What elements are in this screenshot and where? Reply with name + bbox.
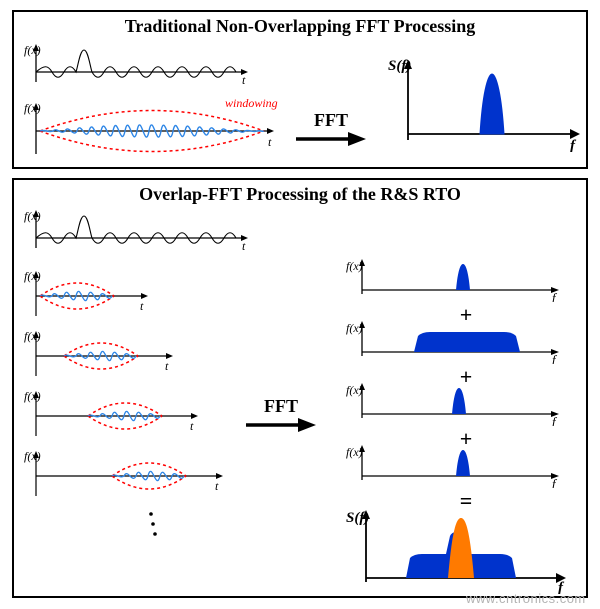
svg-text:f(x): f(x) [24, 449, 41, 463]
frame-3: f(x) t [22, 388, 202, 444]
time-signal-trace [36, 50, 236, 77]
sub-spectrum-3: f(x) f [344, 382, 564, 426]
fft-arrow-top [294, 130, 368, 148]
frame-1: f(x) t [22, 268, 152, 324]
svg-text:f: f [552, 414, 558, 426]
frame-4: f(x) t [22, 448, 227, 504]
window-envelope-top [40, 111, 264, 132]
windowing-label: windowing [225, 96, 278, 111]
windowed-ylabel: f(x) [24, 101, 41, 115]
watermark-text: www.cntronics.com [466, 591, 586, 606]
fft-label-bottom: FFT [264, 396, 298, 417]
sub-spectrum-2: f(x) f [344, 320, 564, 364]
windowed-xlabel: t [268, 135, 272, 149]
svg-text:f: f [552, 352, 558, 364]
window-envelope-bot [40, 131, 264, 152]
svg-text:t: t [140, 299, 144, 313]
svg-text:f: f [552, 290, 558, 302]
fft-label-top: FFT [314, 110, 348, 131]
svg-text:t: t [190, 419, 194, 433]
sub-spectrum-1: f(x) f [344, 258, 564, 302]
svg-text:f: f [552, 476, 558, 488]
sum-spectrum: S(f) f [344, 508, 574, 594]
spectrum-plot-top: S(f) f [384, 56, 584, 152]
top-panel-title: Traditional Non-Overlapping FFT Processi… [14, 16, 586, 37]
time-signal-plot: f(x) t [22, 42, 252, 90]
page-root: Traditional Non-Overlapping FFT Processi… [0, 0, 600, 609]
fft-arrow-bottom [244, 416, 318, 434]
time-xlabel: t [242, 73, 246, 87]
bottom-panel-title: Overlap-FFT Processing of the R&S RTO [14, 184, 586, 205]
time-signal-plot-b: f(x) t [22, 208, 252, 256]
time-signal-trace-b [36, 216, 236, 243]
svg-text:f(x): f(x) [24, 269, 41, 283]
svg-text:f(x): f(x) [24, 329, 41, 343]
time-xlabel-b: t [242, 239, 246, 253]
spectrum-xlabel-top: f [570, 138, 577, 152]
spectrum-peak-top [480, 74, 504, 134]
svg-text:t: t [215, 479, 219, 493]
sum-highlight-peak [448, 518, 474, 578]
top-panel: Traditional Non-Overlapping FFT Processi… [12, 10, 588, 169]
frame-2: f(x) t [22, 328, 177, 384]
ellipsis-icon [148, 510, 160, 540]
svg-text:t: t [165, 359, 169, 373]
svg-text:f(x): f(x) [24, 389, 41, 403]
sub-spectrum-4: f(x) f [344, 444, 564, 488]
bottom-panel: Overlap-FFT Processing of the R&S RTO f(… [12, 178, 588, 598]
